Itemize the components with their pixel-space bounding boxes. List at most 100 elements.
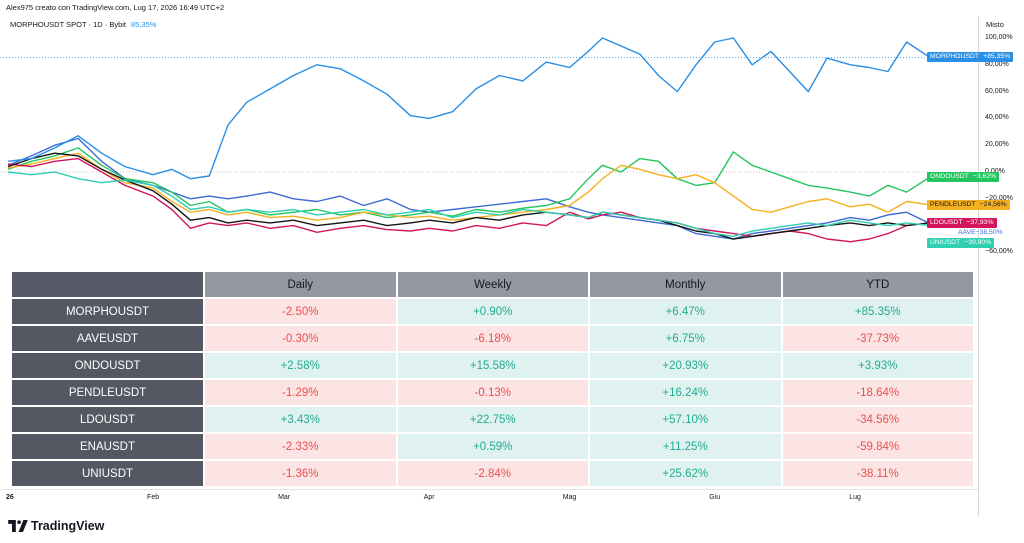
time-tick-label: 26 — [6, 494, 14, 501]
price-tick-label: 60,00% — [985, 87, 1009, 95]
tradingview-logo-icon — [8, 520, 28, 532]
table-header-row: Daily Weekly Monthly YTD — [10, 270, 975, 299]
table-row: UNIUSDT -1.36% -2.84% +25.62% -38.11% — [10, 459, 975, 488]
last-value-pill-aave: AAVE−38,50% — [956, 228, 1005, 238]
series-line-uniusdt[interactable] — [7, 171, 931, 238]
last-value-pill-pendleusdt: PENDLEUSDT −24,56% — [927, 200, 1010, 210]
perf-cell-monthly: +11.25% — [588, 432, 783, 461]
time-tick-label: Apr — [423, 494, 435, 501]
row-symbol: MORPHOUSDT — [10, 297, 205, 326]
pill-series-value: −3,62% — [972, 173, 997, 180]
table-row: MORPHOUSDT -2.50% +0.90% +6.47% +85.35% — [10, 297, 975, 326]
price-tick-label: −20,00% — [985, 194, 1013, 202]
perf-cell-weekly: -6.18% — [395, 324, 590, 353]
perf-cell-monthly: +25.62% — [588, 459, 783, 488]
brand-name: TradingView — [31, 519, 105, 533]
series-line-aave[interactable] — [7, 137, 931, 240]
table-row: ONDOUSDT +2.58% +15.58% +20.93% +3.93% — [10, 351, 975, 380]
perf-cell-monthly: +20.93% — [588, 351, 783, 380]
column-header-daily: Daily — [203, 270, 398, 299]
pill-series-name: MORPHOUSDT — [930, 53, 980, 60]
perf-cell-ytd: +3.93% — [780, 351, 975, 380]
time-tick-label: Mar — [278, 494, 291, 501]
time-tick-label: Feb — [147, 494, 160, 501]
perf-cell-ytd: +85.35% — [780, 297, 975, 326]
author-line: Alex975 creato con TradingView.com, Lug … — [6, 3, 225, 12]
series-line-pendleusdt[interactable] — [7, 152, 931, 221]
row-symbol: UNIUSDT — [10, 459, 205, 488]
perf-cell-ytd: -37.73% — [780, 324, 975, 353]
row-symbol: PENDLEUSDT — [10, 378, 205, 407]
legend-series-name[interactable]: MORPHOUSDT SPOT · 1D · Bybit — [10, 20, 126, 29]
scale-mode-label[interactable]: Misto — [986, 20, 1004, 29]
price-axis-divider — [978, 16, 979, 516]
perf-cell-weekly: +22.75% — [395, 405, 590, 434]
pill-series-value: −24,56% — [979, 201, 1007, 208]
perf-cell-monthly: +57.10% — [588, 405, 783, 434]
series-legend[interactable]: MORPHOUSDT SPOT · 1D · Bybit 85,35% — [10, 20, 156, 29]
pill-series-value: −37,93% — [966, 219, 994, 226]
perf-cell-weekly: -0.13% — [395, 378, 590, 407]
time-tick-label: Mag — [562, 494, 577, 501]
pill-series-name: UNIUSDT — [930, 239, 961, 246]
series-line-enausdt[interactable] — [7, 152, 931, 240]
column-header-ytd: YTD — [780, 270, 975, 299]
table-corner-cell — [10, 270, 205, 299]
perf-cell-daily: +2.58% — [203, 351, 398, 380]
perf-cell-daily: -1.29% — [203, 378, 398, 407]
last-value-pill-ldousdt: LDOUSDT −37,93% — [927, 218, 997, 228]
perf-cell-daily: -2.50% — [203, 297, 398, 326]
pill-series-value: −39,90% — [964, 239, 992, 246]
tradingview-brand[interactable]: TradingView — [8, 517, 104, 535]
price-tick-label: −60,00% — [985, 248, 1013, 256]
perf-cell-monthly: +6.75% — [588, 324, 783, 353]
last-value-pill-ondousdt: ONDOUSDT −3,62% — [927, 172, 1000, 182]
row-symbol: LDOUSDT — [10, 405, 205, 434]
perf-cell-ytd: -59.84% — [780, 432, 975, 461]
perf-cell-ytd: -38.11% — [780, 459, 975, 488]
table-row: AAVEUSDT -0.30% -6.18% +6.75% -37.73% — [10, 324, 975, 353]
table-row: ENAUSDT -2.33% +0.59% +11.25% -59.84% — [10, 432, 975, 461]
perf-cell-weekly: +0.90% — [395, 297, 590, 326]
price-tick-label: 20,00% — [985, 141, 1009, 149]
row-symbol: ONDOUSDT — [10, 351, 205, 380]
series-line-ondousdt[interactable] — [7, 147, 931, 219]
last-value-pill-uniusdt: UNIUSDT −39,90% — [927, 238, 995, 248]
last-value-pill-morphousdt: MORPHOUSDT +85,35% — [927, 52, 1014, 62]
perf-cell-monthly: +16.24% — [588, 378, 783, 407]
performance-table: Daily Weekly Monthly YTD MORPHOUSDT -2.50… — [10, 270, 975, 488]
perf-cell-weekly: +0.59% — [395, 432, 590, 461]
column-header-monthly: Monthly — [588, 270, 783, 299]
perf-cell-weekly: +15.58% — [395, 351, 590, 380]
time-tick-label: Lug — [849, 494, 861, 501]
price-tick-label: 40,00% — [985, 114, 1009, 122]
table-row: PENDLEUSDT -1.29% -0.13% +16.24% -18.64% — [10, 378, 975, 407]
price-tick-label: 80,00% — [985, 60, 1009, 68]
pill-series-name: AAVE — [958, 229, 976, 236]
time-tick-label: Giu — [709, 494, 721, 501]
row-symbol: ENAUSDT — [10, 432, 205, 461]
table-row: LDOUSDT +3.43% +22.75% +57.10% -34.56% — [10, 405, 975, 434]
perf-cell-weekly: -2.84% — [395, 459, 590, 488]
pill-series-name: PENDLEUSDT — [930, 201, 976, 208]
perf-cell-daily: -2.33% — [203, 432, 398, 461]
perf-cell-daily: -1.36% — [203, 459, 398, 488]
perf-cell-daily: +3.43% — [203, 405, 398, 434]
row-symbol: AAVEUSDT — [10, 324, 205, 353]
price-tick-label: 0,00% — [985, 168, 1005, 176]
series-line-morphousdt[interactable] — [7, 37, 931, 180]
perf-cell-ytd: -18.64% — [780, 378, 975, 407]
perf-cell-ytd: -34.56% — [780, 405, 975, 434]
pill-series-value: −38,50% — [975, 229, 1003, 236]
pill-series-name: LDOUSDT — [930, 219, 963, 226]
column-header-weekly: Weekly — [395, 270, 590, 299]
time-axis-line — [0, 489, 978, 490]
pill-series-value: +85,35% — [983, 53, 1011, 60]
perf-cell-monthly: +6.47% — [588, 297, 783, 326]
perf-cell-daily: -0.30% — [203, 324, 398, 353]
legend-series-value: 85,35% — [131, 20, 157, 29]
price-tick-label: 100,00% — [985, 34, 1013, 41]
pill-series-name: ONDOUSDT — [930, 173, 969, 180]
price-chart[interactable] — [0, 0, 1024, 490]
series-line-ldousdt[interactable] — [7, 157, 931, 243]
